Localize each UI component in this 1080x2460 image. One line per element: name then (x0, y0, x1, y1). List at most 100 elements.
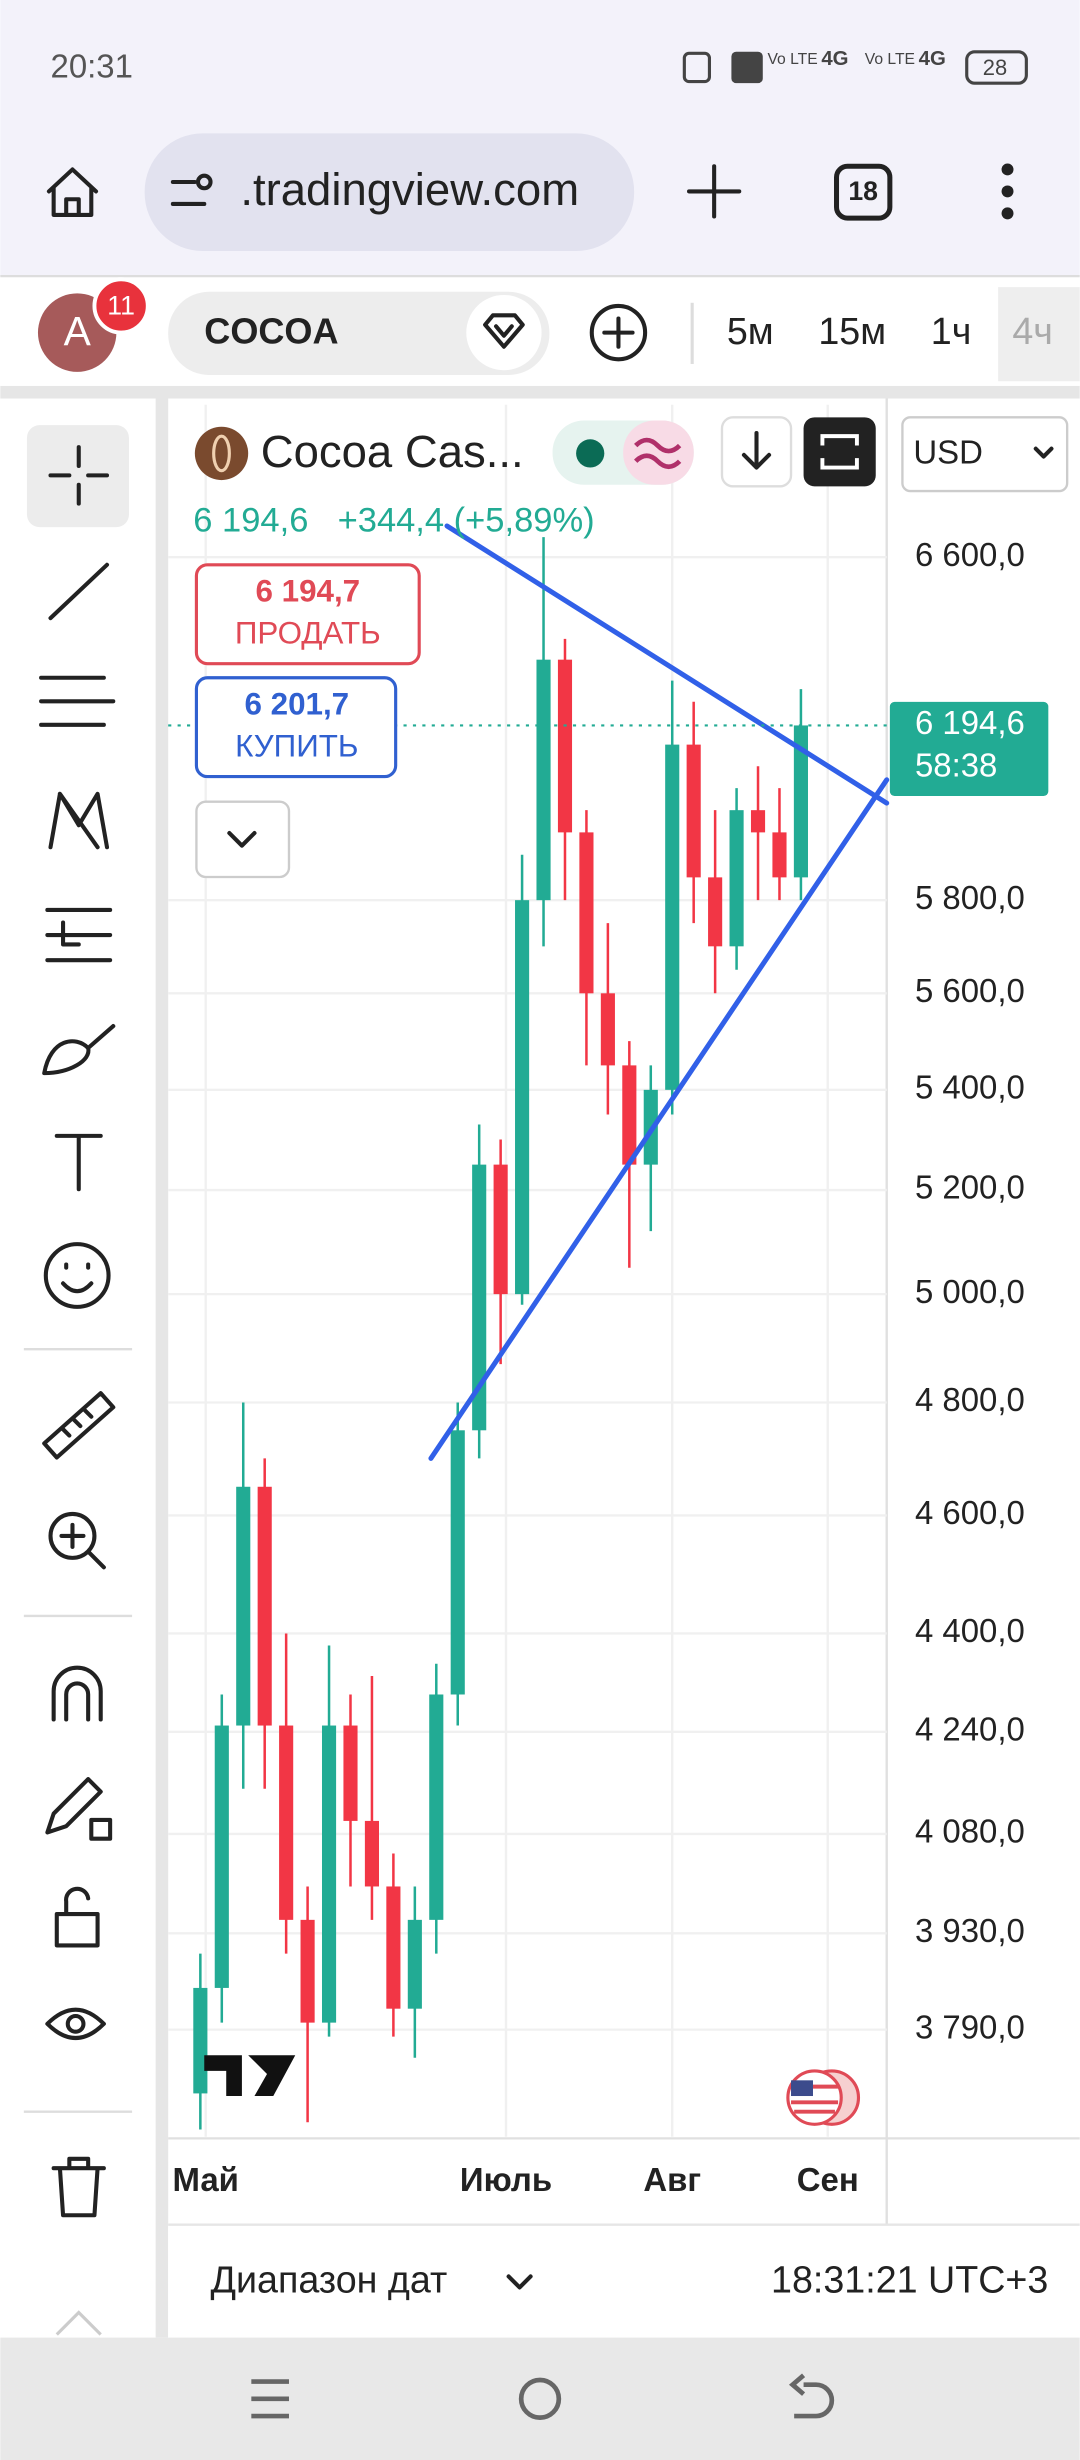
order-expand-button[interactable] (195, 800, 291, 879)
candle-body (665, 744, 680, 1090)
zoom-tool[interactable] (48, 1511, 97, 1560)
symbol-logo-bean (212, 434, 231, 473)
indicator-glyph (634, 437, 682, 470)
x-tick-label: Июль (460, 2161, 552, 2198)
url-bar[interactable]: .tradingview.com (144, 133, 635, 252)
candle-body (750, 810, 766, 833)
left-toolbar-border (155, 398, 169, 2338)
candle-body (686, 744, 701, 878)
currency-select[interactable]: USD (901, 416, 1069, 493)
clock[interactable]: 18:31:21 UTC+3 (771, 2259, 1048, 2301)
interval-option[interactable]: 1ч (931, 310, 972, 352)
zoom-tool-glyph (59, 1522, 106, 1570)
candle-body (600, 993, 615, 1066)
candle-body (364, 1820, 380, 1887)
candle-body (257, 1486, 272, 1726)
buy-price: 6 201,7 (245, 686, 350, 721)
visibility-pupil (65, 2013, 86, 2034)
lock-tool[interactable] (54, 1886, 100, 1948)
candle-body (729, 810, 744, 947)
collapse-icon (741, 430, 772, 470)
y-tick-label: 4 800,0 (915, 1381, 1025, 1418)
y-tick-label: 4 080,0 (915, 1813, 1025, 1850)
interval-option[interactable]: 5м (727, 310, 774, 352)
nav-back[interactable] (788, 2373, 835, 2419)
candle-body (472, 1164, 487, 1431)
forecast-tool[interactable] (45, 907, 113, 963)
network-label: 4G (821, 48, 848, 70)
nav-bar (0, 2337, 1080, 2460)
new-tab-button[interactable] (687, 164, 742, 219)
interval-option[interactable]: 4ч (1012, 310, 1053, 352)
buy-label: КУПИТЬ (235, 729, 358, 764)
vibrate-icon (682, 51, 712, 84)
plot (168, 523, 890, 2130)
tabs-button[interactable]: 18 (834, 163, 893, 221)
candle-body (214, 1725, 229, 1988)
candle-body (193, 1987, 208, 2094)
magnet-tool[interactable] (51, 1665, 103, 1722)
toolbar-more[interactable] (55, 2310, 102, 2336)
account-avatar[interactable]: A 11 (37, 277, 150, 372)
notification-count: 11 (107, 291, 135, 321)
interval-option[interactable]: 15м (818, 310, 886, 352)
network-label: 4G (919, 48, 946, 70)
y-tick-label: 5 400,0 (915, 1069, 1025, 1106)
url-text: .tradingview.com (240, 164, 579, 215)
delete-tool[interactable] (51, 2156, 106, 2218)
candle-body (407, 1919, 422, 2009)
lock-draw-tool[interactable] (45, 1777, 113, 1841)
x-tick-label: Май (173, 2161, 239, 2198)
emoji-tool[interactable] (43, 1242, 111, 1309)
status-time: 20:31 (51, 48, 133, 85)
fib-tool[interactable] (39, 675, 116, 727)
buy-box (194, 676, 398, 779)
browser-menu[interactable] (1001, 163, 1014, 220)
visibility-tool[interactable] (45, 2007, 106, 2040)
trendline (428, 777, 890, 1461)
nav-home[interactable] (518, 2377, 562, 2420)
home-icon (46, 167, 99, 217)
symbol-logo (194, 426, 249, 481)
brush-tool[interactable] (42, 1024, 116, 1076)
currency-label: USD (913, 434, 983, 471)
candle-body (321, 1725, 337, 2023)
sell-label: ПРОДАТЬ (235, 616, 381, 651)
buy-button[interactable]: 6 201,7 КУПИТЬ (194, 676, 398, 779)
indicators-toggle[interactable] (552, 420, 694, 485)
chart-header: Cocoa Cas... 6 194,6 +344,4 (+5,89%) 6 1… (193, 416, 1069, 2126)
nav-recents[interactable] (251, 2379, 289, 2419)
bar-countdown: 58:38 (915, 747, 997, 784)
y-tick-label: 4 400,0 (915, 1612, 1025, 1649)
crosshair-tool[interactable] (48, 445, 110, 506)
date-range-button[interactable]: Диапазон дат (211, 2259, 448, 2301)
flag-canton (791, 2080, 813, 2097)
exchange-flag (786, 2069, 843, 2126)
compare-button[interactable] (589, 303, 648, 362)
network-label: Vo LTE (767, 51, 817, 68)
symbol-search[interactable]: COCOA (168, 291, 550, 375)
notification-badge (92, 277, 150, 335)
url-pill (144, 133, 635, 252)
tradingview-logo (204, 2055, 296, 2097)
symbol-pill (168, 291, 550, 375)
text-tool[interactable] (54, 1133, 103, 1192)
home-button[interactable] (46, 167, 99, 217)
fullscreen-button[interactable] (803, 417, 876, 487)
sell-button[interactable]: 6 194,7 ПРОДАТЬ (194, 563, 421, 666)
date-range-chevron (506, 2274, 533, 2290)
emoji-face (61, 1262, 94, 1294)
compare-circle (589, 303, 648, 362)
site-settings-dot (195, 173, 213, 191)
currency-chevron (1033, 446, 1054, 459)
nfc-icon (731, 51, 763, 84)
sell-box (194, 563, 421, 666)
trendline-tool[interactable] (48, 562, 110, 621)
last-price-tag (889, 701, 1049, 797)
candle-body (772, 832, 787, 878)
ruler-tool[interactable] (42, 1391, 116, 1460)
candle-body (622, 1065, 637, 1165)
pattern-tool[interactable] (48, 791, 110, 850)
